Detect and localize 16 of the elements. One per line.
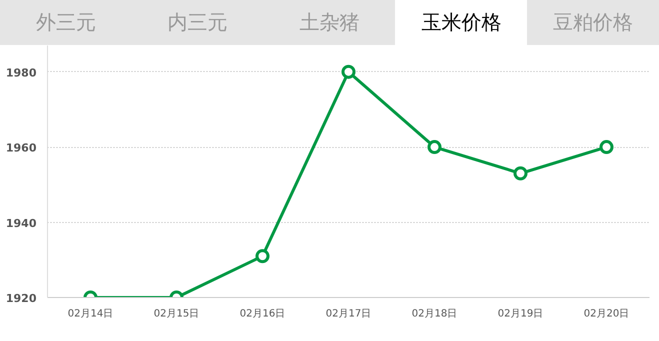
- x-tick-label: 02月15日: [154, 308, 200, 320]
- text: 土杂猪: [264, 0, 396, 45]
- y-tick-label: 1940: [6, 216, 37, 230]
- x-tick-label: 02月16日: [240, 308, 286, 320]
- text: 外三元: [0, 0, 132, 45]
- text: 内三元: [132, 0, 264, 45]
- x-tick-label: 02月17日: [326, 308, 372, 320]
- x-tick-label: 02月18日: [412, 308, 458, 320]
- chart-title: 玉米价格: [395, 0, 528, 45]
- x-tick-label: 02月19日: [498, 308, 544, 320]
- x-tick-label: 02月20日: [584, 308, 630, 320]
- y-tick-label: 1980: [6, 66, 37, 80]
- y-tick-label: 1960: [6, 142, 37, 155]
- x-tick-label: 02月14日: [68, 308, 114, 320]
- text: 豆粕价格: [527, 0, 659, 45]
- y-tick-label: 1920: [6, 292, 37, 305]
